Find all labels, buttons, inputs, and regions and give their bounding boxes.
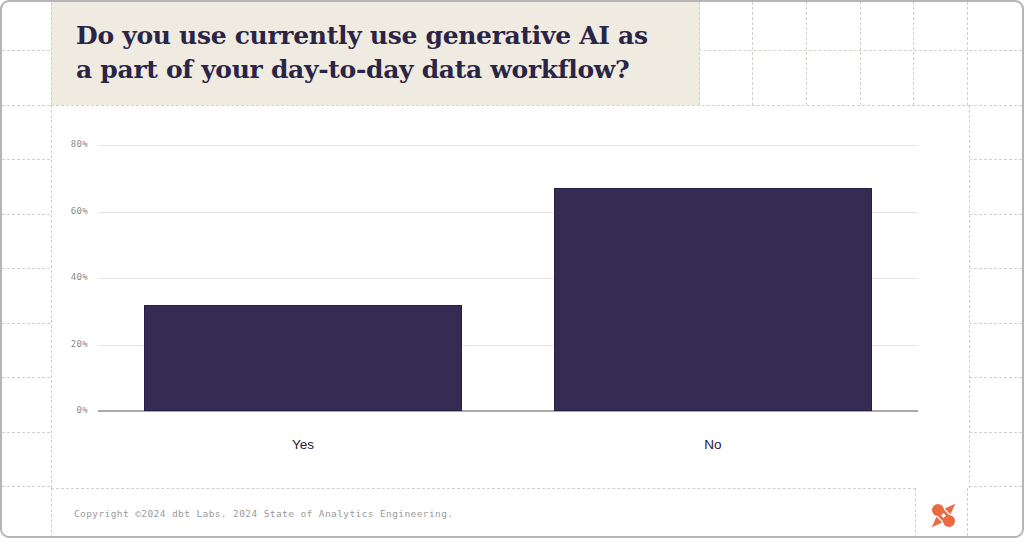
x-category-label-no: No [554,437,872,452]
chart-card: 0%20%40%60%80%YesNo [51,105,970,488]
chart-title-line-1: Do you use currently use generative AI a… [76,19,675,53]
bar-no [554,188,872,411]
x-category-label-yes: Yes [144,437,462,452]
y-gridline [98,145,918,146]
chart-title-line-2: a part of your day-to-day data workflow? [76,53,675,87]
slide: Do you use currently use generative AI a… [0,0,1024,538]
y-tick-label: 20% [44,339,88,349]
y-tick-label: 40% [44,272,88,282]
copyright-text: Copyright ©2024 dbt Labs. 2024 State of … [52,508,453,519]
plot-area: 0%20%40%60%80%YesNo [52,106,969,488]
y-tick-label: 0% [44,405,88,415]
bar-yes [144,305,462,411]
y-tick-label: 60% [44,206,88,216]
y-tick-label: 80% [44,139,88,149]
footer: Copyright ©2024 dbt Labs. 2024 State of … [51,488,916,538]
dbt-logo-icon [931,503,956,528]
title-card: Do you use currently use generative AI a… [51,2,700,105]
